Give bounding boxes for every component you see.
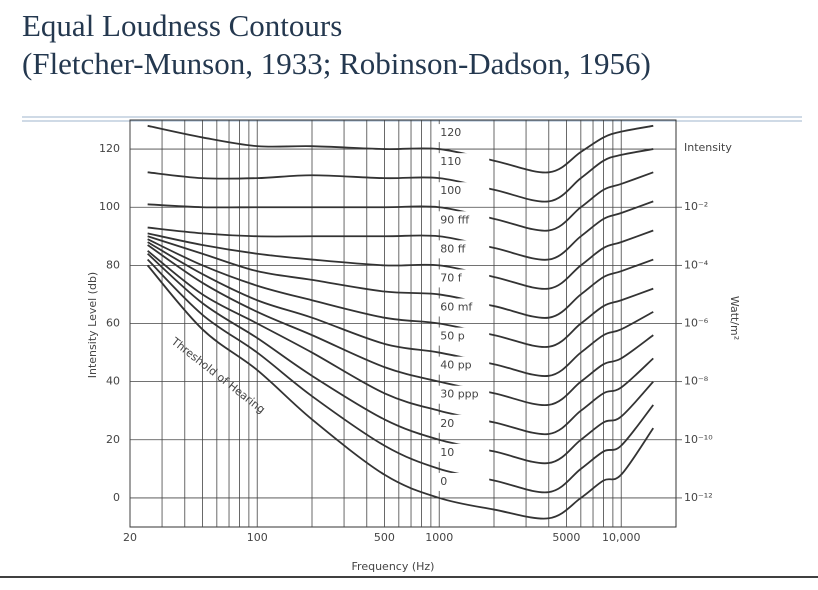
contour-label: 30 ppp bbox=[440, 388, 478, 401]
contour-label: 70 f bbox=[440, 271, 462, 284]
contour-label: 100 bbox=[440, 184, 461, 197]
y2-axis-label: Watt/m² bbox=[728, 296, 741, 340]
label-box bbox=[437, 298, 490, 317]
contour-label: 110 bbox=[440, 155, 461, 168]
label-box bbox=[437, 240, 490, 259]
y-axis-label: Intensity Level (db) bbox=[86, 272, 99, 378]
contour-line bbox=[147, 253, 654, 465]
x-tick-label: 5000 bbox=[552, 531, 580, 544]
x-tick-label: 500 bbox=[374, 531, 395, 544]
contour-label: 90 fff bbox=[440, 213, 470, 226]
y-tick-label: 0 bbox=[113, 491, 120, 504]
x-axis-label: Frequency (Hz) bbox=[352, 560, 435, 573]
contour-line bbox=[146, 258, 654, 494]
contour-label: 60 mf bbox=[440, 301, 473, 314]
label-box bbox=[437, 385, 490, 404]
y2-tick-label: 10⁻¹⁰ bbox=[684, 433, 713, 446]
y2-tick-label: 10⁻⁸ bbox=[684, 375, 709, 388]
label-box bbox=[437, 443, 490, 462]
y-tick-label: 20 bbox=[106, 433, 120, 446]
contour-label: 120 bbox=[440, 126, 461, 139]
contour-label: 0 bbox=[440, 475, 447, 488]
label-box bbox=[437, 153, 490, 172]
y-tick-label: 100 bbox=[99, 200, 120, 213]
x-tick-label: 100 bbox=[247, 531, 268, 544]
y2-tick-label: 10⁻² bbox=[684, 200, 708, 213]
label-box bbox=[437, 182, 490, 201]
x-tick-label: 1000 bbox=[425, 531, 453, 544]
contour-line bbox=[147, 241, 654, 377]
contour-label: 50 p bbox=[440, 330, 464, 343]
contour-line bbox=[147, 250, 654, 436]
label-box bbox=[437, 211, 490, 230]
x-tick-label: 10,000 bbox=[602, 531, 641, 544]
contour-line bbox=[147, 148, 654, 203]
slide-title: Equal Loudness Contours bbox=[22, 8, 343, 43]
y-tick-label: 120 bbox=[99, 142, 120, 155]
annotation: Threshold of Hearing bbox=[168, 334, 268, 416]
slide-subtitle: (Fletcher-Munson, 1933; Robinson-Dadson,… bbox=[22, 46, 651, 81]
contour-line bbox=[146, 264, 655, 520]
y-tick-label: 60 bbox=[106, 317, 120, 330]
y2-tick-label: 10⁻¹² bbox=[684, 491, 713, 504]
y2-tick-label: 10⁻⁶ bbox=[684, 317, 709, 330]
y2-tick-label: 10⁻⁴ bbox=[684, 258, 709, 271]
label-box bbox=[437, 124, 490, 143]
label-box bbox=[437, 356, 490, 375]
label-box bbox=[437, 472, 490, 491]
label-box bbox=[437, 269, 490, 288]
y-tick-label: 80 bbox=[106, 258, 120, 271]
contour-label: 10 bbox=[440, 446, 454, 459]
x-tick-label: 20 bbox=[123, 531, 137, 544]
y2-axis-title: Intensity bbox=[684, 141, 732, 154]
contour-label: 80 ff bbox=[440, 242, 465, 255]
contour-label: 40 pp bbox=[440, 359, 471, 372]
label-box bbox=[437, 327, 490, 346]
y-tick-label: 40 bbox=[106, 375, 120, 388]
contour-label: 20 bbox=[440, 417, 454, 430]
label-box bbox=[437, 414, 490, 433]
